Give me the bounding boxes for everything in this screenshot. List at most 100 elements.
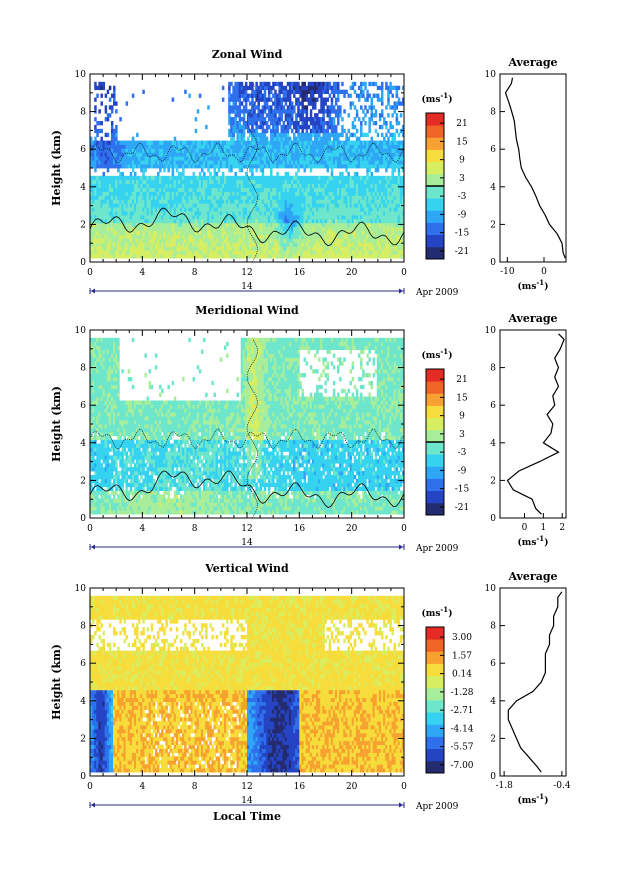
heatmap-cell (184, 164, 187, 169)
heatmap-cell (169, 144, 173, 149)
heatmap-cell (188, 183, 191, 188)
heatmap-cell (98, 179, 101, 185)
heatmap-cell (230, 226, 233, 232)
heatmap-cell (104, 140, 108, 145)
heatmap-cell (267, 81, 271, 87)
heatmap-cell (165, 152, 168, 157)
heatmap-cell (353, 89, 357, 94)
heatmap-cell (92, 199, 95, 204)
heatmap-cell (198, 250, 202, 255)
heatmap-cell (140, 148, 143, 153)
heatmap-cell (226, 152, 229, 157)
heatmap-cell (150, 152, 154, 157)
heatmap-cell (154, 238, 158, 243)
heatmap-cell (211, 195, 214, 200)
heatmap-cell (117, 226, 120, 232)
heatmap-cell (351, 85, 355, 91)
heatmap-cell (113, 211, 116, 216)
heatmap-cell (142, 238, 145, 243)
heatmap-cell (234, 128, 237, 134)
heatmap-cell (219, 254, 223, 259)
heatmap-cell (140, 226, 143, 232)
heatmap-cell (192, 238, 196, 243)
heatmap-cell (230, 254, 233, 259)
heatmap-cell (232, 144, 235, 149)
heatmap-cell (138, 191, 141, 196)
heatmap-cell (144, 148, 147, 153)
heatmap-cell (217, 222, 221, 228)
heatmap-cell (232, 218, 235, 224)
heatmap-cell (154, 246, 158, 251)
heatmap-cell (236, 128, 240, 134)
heatmap-cell (92, 246, 95, 251)
heatmap-cell (110, 230, 114, 235)
heatmap-cell (165, 207, 168, 212)
heatmap-cell (163, 234, 166, 239)
heatmap-cell (232, 89, 235, 94)
heatmap-cell (238, 160, 242, 165)
heatmap-cell (263, 132, 267, 138)
heatmap-cell (242, 117, 246, 122)
heatmap-cell (90, 156, 93, 161)
heatmap-cell (209, 226, 212, 232)
heatmap-cell (148, 156, 152, 161)
heatmap-cell (221, 140, 225, 145)
heatmap-cell (113, 136, 116, 141)
heatmap-cell (113, 250, 116, 255)
heatmap-cell (182, 246, 185, 251)
heatmap-cell (163, 156, 166, 161)
heatmap-cell (165, 238, 168, 243)
heatmap-cell (165, 215, 168, 220)
heatmap-cell (221, 179, 225, 185)
heatmap-cell (184, 246, 187, 251)
heatmap-cell (156, 234, 160, 239)
heatmap-cell (100, 226, 103, 232)
heatmap-cell (110, 218, 114, 224)
heatmap-cell (215, 144, 219, 149)
heatmap-cell (146, 140, 150, 145)
heatmap-cell (123, 148, 126, 153)
heatmap-cell (360, 121, 363, 126)
heatmap-cell (102, 191, 106, 196)
heatmap-cell (305, 128, 309, 134)
heatmap-cell (232, 152, 235, 157)
heatmap-cell (100, 215, 103, 220)
heatmap-cell (236, 148, 240, 153)
heatmap-cell (100, 140, 103, 145)
heatmap-cell (94, 250, 97, 255)
heatmap-cell (92, 191, 95, 196)
heatmap-cell (119, 242, 122, 247)
heatmap-cell (205, 242, 208, 247)
heatmap-cell (148, 195, 152, 200)
heatmap-cell (127, 175, 131, 181)
heatmap-cell (234, 124, 237, 130)
heatmap-cell (165, 199, 168, 204)
heatmap-cell (194, 246, 198, 251)
heatmap-cell (207, 246, 210, 251)
heatmap-cell (215, 164, 219, 169)
heatmap-cell (236, 175, 240, 181)
heatmap-cell (180, 179, 183, 185)
heatmap-cell (209, 160, 212, 165)
heatmap-cell (238, 148, 242, 153)
heatmap-cell (171, 238, 175, 243)
heatmap-cell (200, 187, 204, 192)
heatmap-cell (236, 140, 240, 145)
heatmap-cell (92, 207, 95, 212)
heatmap-cell (98, 226, 101, 232)
heatmap-cell (152, 230, 156, 235)
heatmap-cell (221, 152, 225, 157)
heatmap-cell (194, 211, 198, 216)
heatmap-cell (102, 230, 106, 235)
heatmap-cell (230, 207, 233, 212)
heatmap-cell (121, 156, 124, 161)
heatmap-cell (221, 175, 225, 181)
heatmap-cell (131, 160, 135, 165)
heatmap-cell (211, 234, 214, 239)
heatmap-cell (223, 222, 227, 228)
heatmap-cell (142, 140, 145, 145)
heatmap-cell (188, 203, 191, 208)
heatmap-cell (156, 140, 160, 145)
heatmap-cell (380, 109, 384, 114)
heatmap-cell (110, 250, 114, 255)
